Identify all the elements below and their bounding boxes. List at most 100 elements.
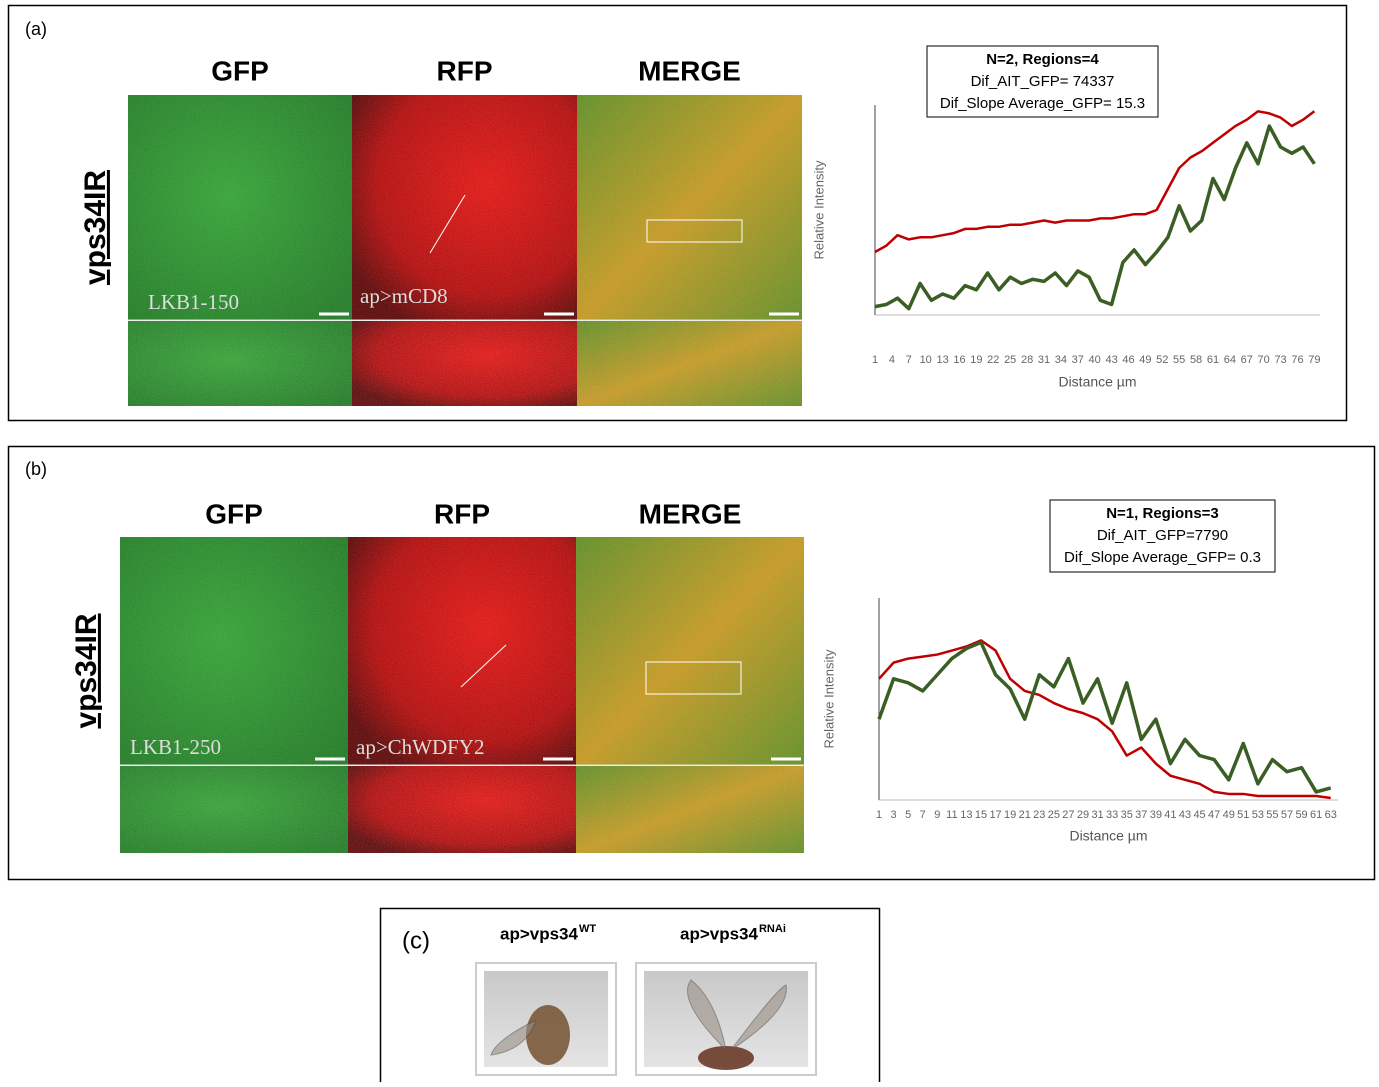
panel-label: (a) xyxy=(25,19,47,39)
stats-line: N=2, Regions=4 xyxy=(986,51,1099,68)
image-label: LKB1-250 xyxy=(130,735,221,759)
x-tick-label: 76 xyxy=(1291,354,1303,366)
x-tick-label: 37 xyxy=(1135,809,1147,821)
x-tick-label: 41 xyxy=(1164,809,1176,821)
x-tick-label: 59 xyxy=(1295,809,1307,821)
x-tick-label: 47 xyxy=(1208,809,1220,821)
column-title: GFP xyxy=(205,498,263,529)
image-caption: ap>vps34 xyxy=(680,924,759,943)
x-tick-label: 7 xyxy=(906,354,912,366)
x-tick-label: 10 xyxy=(920,354,932,366)
panel-label: (c) xyxy=(402,927,430,954)
micrograph-texture xyxy=(120,537,348,765)
x-tick-label: 31 xyxy=(1038,354,1050,366)
figure: (a) GFP RFP MERGE vps34IR LKB1-150 ap>mCD8 N=2,… xyxy=(0,0,1379,1082)
x-tick-label: 55 xyxy=(1266,809,1278,821)
x-tick-label: 31 xyxy=(1091,809,1103,821)
x-tick-label: 45 xyxy=(1193,809,1205,821)
x-tick-label: 61 xyxy=(1310,809,1322,821)
x-tick-label: 1 xyxy=(876,809,882,821)
x-tick-label: 23 xyxy=(1033,809,1045,821)
x-tick-label: 37 xyxy=(1072,354,1084,366)
x-tick-label: 46 xyxy=(1122,354,1134,366)
x-tick-label: 15 xyxy=(975,809,987,821)
stats-line: Dif_AIT_GFP=7790 xyxy=(1097,527,1228,544)
x-tick-label: 5 xyxy=(905,809,911,821)
image-caption-sup: WT xyxy=(579,923,596,935)
image-label: LKB1-150 xyxy=(148,290,239,314)
x-tick-label: 3 xyxy=(891,809,897,821)
x-tick-label: 11 xyxy=(946,809,957,821)
x-tick-label: 33 xyxy=(1106,809,1118,821)
column-title: GFP xyxy=(211,55,269,86)
series-line xyxy=(879,642,1331,791)
column-title: MERGE xyxy=(638,55,741,86)
micrograph-texture xyxy=(348,537,576,765)
micrograph-texture xyxy=(120,766,348,853)
x-tick-label: 63 xyxy=(1325,809,1337,821)
micrograph-texture xyxy=(577,321,802,406)
x-tick-label: 4 xyxy=(889,354,895,366)
image-label: ap>ChWDFY2 xyxy=(356,735,485,759)
column-title: MERGE xyxy=(639,498,742,529)
column-title: RFP xyxy=(437,55,493,86)
x-tick-label: 57 xyxy=(1281,809,1293,821)
x-tick-label: 39 xyxy=(1150,809,1162,821)
micrograph-texture xyxy=(128,321,352,406)
series-line xyxy=(875,111,1314,252)
micrograph-texture xyxy=(577,95,802,320)
x-tick-label: 27 xyxy=(1062,809,1074,821)
stats-line: Dif_Slope Average_GFP= 15.3 xyxy=(940,95,1145,112)
x-tick-label: 34 xyxy=(1055,354,1067,366)
x-tick-label: 17 xyxy=(989,809,1001,821)
x-tick-label: 64 xyxy=(1224,354,1236,366)
x-tick-label: 49 xyxy=(1223,809,1235,821)
x-tick-label: 67 xyxy=(1241,354,1253,366)
x-tick-label: 7 xyxy=(920,809,926,821)
x-tick-label: 49 xyxy=(1139,354,1151,366)
x-tick-label: 43 xyxy=(1179,809,1191,821)
x-tick-label: 21 xyxy=(1019,809,1031,821)
x-tick-label: 13 xyxy=(936,354,948,366)
x-tick-label: 73 xyxy=(1274,354,1286,366)
x-tick-label: 55 xyxy=(1173,354,1185,366)
micrograph-texture xyxy=(576,766,804,853)
x-tick-label: 79 xyxy=(1308,354,1320,366)
row-label: vps34IR xyxy=(79,170,112,285)
x-tick-label: 43 xyxy=(1105,354,1117,366)
column-title: RFP xyxy=(434,498,490,529)
stats-line: N=1, Regions=3 xyxy=(1106,505,1219,522)
x-tick-label: 51 xyxy=(1237,809,1249,821)
x-tick-label: 1 xyxy=(872,354,878,366)
stats-line: Dif_Slope Average_GFP= 0.3 xyxy=(1064,549,1261,566)
x-tick-label: 19 xyxy=(970,354,982,366)
series-line xyxy=(875,126,1314,309)
x-axis-label: Distance µm xyxy=(1058,374,1136,390)
micrograph-texture xyxy=(352,321,577,406)
x-tick-label: 53 xyxy=(1252,809,1264,821)
x-tick-label: 70 xyxy=(1258,354,1270,366)
x-tick-label: 19 xyxy=(1004,809,1016,821)
image-label: ap>mCD8 xyxy=(360,284,448,308)
micrograph-texture xyxy=(348,766,576,853)
y-axis-label: Relative Intensity xyxy=(811,160,826,259)
x-tick-label: 40 xyxy=(1089,354,1101,366)
x-tick-label: 35 xyxy=(1121,809,1133,821)
x-tick-label: 16 xyxy=(953,354,965,366)
image-caption-sup: RNAi xyxy=(759,923,786,935)
x-tick-label: 25 xyxy=(1048,809,1060,821)
x-tick-label: 61 xyxy=(1207,354,1219,366)
row-label: vps34IR xyxy=(70,613,103,728)
panel-label: (b) xyxy=(25,459,47,479)
fly-body xyxy=(526,1005,570,1065)
x-tick-label: 28 xyxy=(1021,354,1033,366)
x-tick-label: 52 xyxy=(1156,354,1168,366)
x-axis-label: Distance µm xyxy=(1069,828,1147,844)
x-tick-label: 22 xyxy=(987,354,999,366)
stats-line: Dif_AIT_GFP= 74337 xyxy=(971,73,1115,90)
x-tick-label: 13 xyxy=(960,809,972,821)
x-tick-label: 58 xyxy=(1190,354,1202,366)
micrograph-texture xyxy=(128,95,352,320)
micrograph-texture xyxy=(576,537,804,765)
y-axis-label: Relative Intensity xyxy=(821,649,836,748)
